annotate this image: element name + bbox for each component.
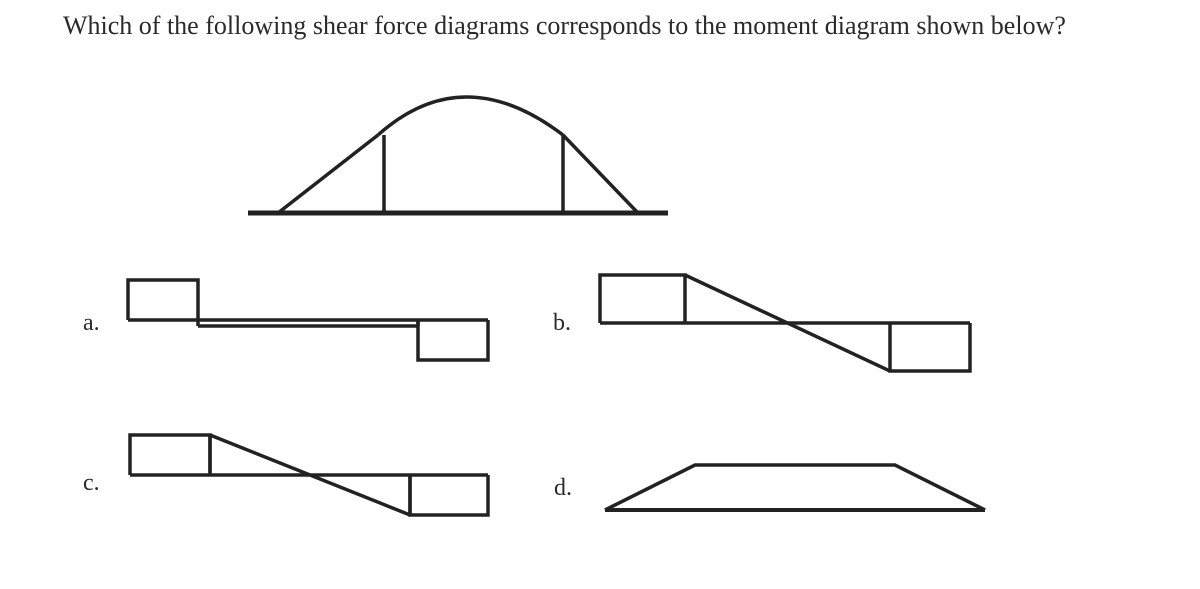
moment-diagram [238,85,678,225]
option-d-label: d. [554,475,572,502]
option-a-label: a. [83,310,100,337]
option-a-diagram [118,260,498,380]
option-d-diagram [595,450,995,530]
option-b-label: b. [553,310,571,337]
option-c-diagram [120,420,500,540]
option-c-label: c. [83,470,100,497]
question-text: Which of the following shear force diagr… [63,11,1066,41]
option-b-diagram [590,255,980,375]
page: Which of the following shear force diagr… [0,0,1200,589]
